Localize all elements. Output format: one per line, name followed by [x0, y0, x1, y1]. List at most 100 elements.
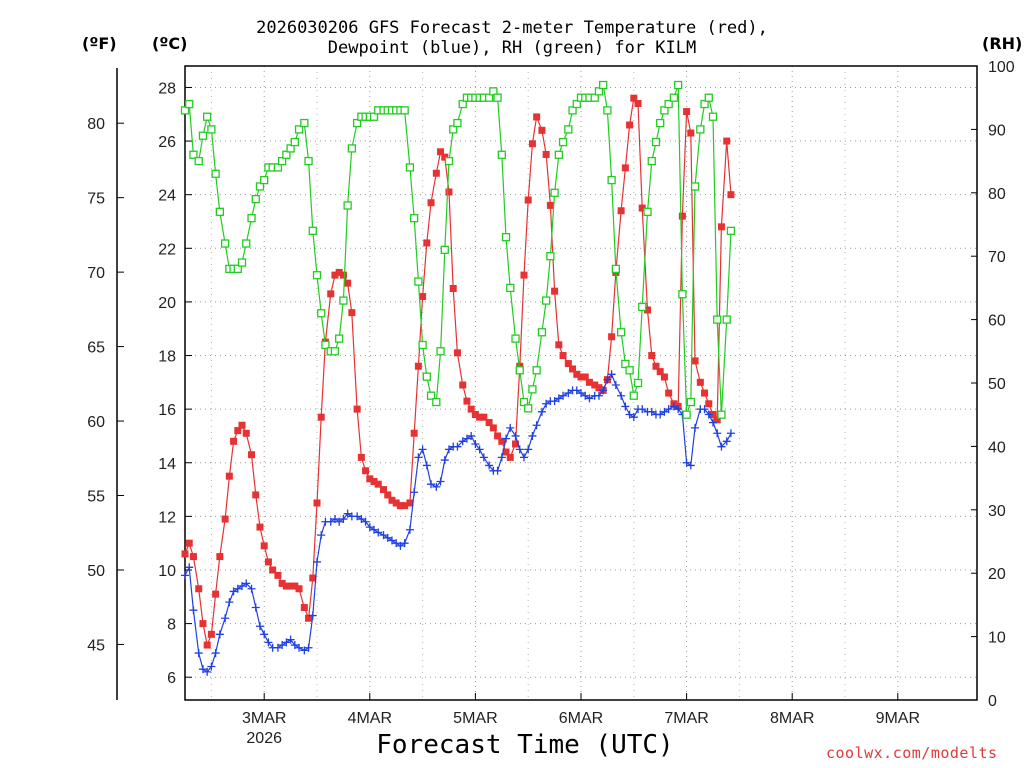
data-point-dewpoint — [660, 407, 669, 416]
data-point-temperature — [546, 201, 554, 209]
data-point-dewpoint — [564, 389, 573, 398]
data-point-temperature — [348, 309, 356, 317]
data-point-rh — [286, 144, 295, 153]
data-point-temperature — [542, 150, 550, 158]
data-point-dewpoint — [207, 662, 216, 671]
data-point-rh — [603, 106, 612, 115]
rh-tick-label: 30 — [988, 503, 1006, 520]
data-point-dewpoint — [181, 571, 189, 580]
data-point-rh — [594, 87, 604, 96]
data-point-temperature — [419, 293, 427, 301]
data-point-temperature — [638, 204, 646, 212]
data-point-temperature — [230, 437, 238, 445]
data-point-dewpoint — [577, 389, 585, 398]
data-point-rh — [726, 226, 736, 235]
data-point-rh — [647, 156, 656, 166]
data-point-temperature — [564, 360, 572, 368]
data-point-rh — [247, 214, 256, 223]
x-tick-label: 8MAR — [770, 710, 814, 727]
data-point-rh — [511, 334, 520, 343]
series-line-rh — [184, 83, 732, 415]
celsius-tick-label: 18 — [158, 349, 176, 366]
data-point-temperature — [401, 502, 409, 510]
data-point-temperature — [327, 290, 335, 298]
data-point-rh — [260, 175, 269, 185]
data-point-dewpoint — [247, 584, 256, 593]
data-point-dewpoint — [225, 598, 234, 607]
data-point-dewpoint — [709, 418, 717, 427]
data-point-temperature — [591, 381, 599, 389]
data-point-temperature — [687, 129, 695, 137]
data-point-temperature — [644, 306, 652, 314]
data-point-rh — [410, 214, 419, 223]
data-point-rh — [300, 118, 309, 128]
data-point-dewpoint — [264, 638, 273, 647]
data-point-temperature — [353, 405, 361, 413]
data-point-rh — [554, 150, 563, 159]
data-point-dewpoint — [532, 421, 541, 430]
data-point-temperature — [453, 349, 461, 357]
data-point-dewpoint — [717, 442, 726, 451]
data-point-rh — [633, 378, 643, 388]
data-point-dewpoint — [471, 439, 480, 448]
data-point-rh — [678, 290, 687, 299]
data-point-temperature — [264, 558, 272, 566]
data-point-dewpoint — [691, 423, 700, 432]
data-point-rh — [189, 150, 198, 159]
data-point-temperature — [295, 585, 303, 593]
data-point-dewpoint — [436, 477, 445, 486]
rh-tick-label: 40 — [988, 439, 1006, 456]
data-point-temperature — [463, 397, 471, 405]
data-point-temperature — [727, 191, 735, 199]
data-point-rh — [700, 99, 709, 109]
rh-tick-label: 60 — [988, 313, 1006, 330]
data-point-dewpoint — [317, 531, 326, 540]
data-point-rh — [519, 397, 529, 407]
data-point-rh — [515, 366, 524, 375]
data-point-dewpoint — [511, 431, 520, 440]
data-point-rh — [444, 156, 454, 166]
data-point-temperature — [498, 437, 506, 445]
data-point-temperature — [216, 553, 224, 561]
data-point-temperature — [502, 448, 510, 456]
data-point-dewpoint — [286, 635, 295, 644]
data-point-rh — [656, 118, 665, 128]
data-point-dewpoint — [260, 630, 269, 639]
data-point-temperature — [370, 478, 378, 486]
data-point-dewpoint — [304, 643, 313, 652]
data-point-dewpoint — [559, 391, 568, 400]
data-point-rh — [484, 93, 494, 102]
data-point-rh — [237, 258, 247, 267]
data-point-rh — [607, 175, 616, 185]
data-point-dewpoint — [440, 456, 449, 465]
data-point-dewpoint — [185, 563, 194, 572]
data-point-dewpoint — [585, 394, 594, 403]
data-point-temperature — [696, 378, 704, 386]
x-tick-label: 4MAR — [348, 710, 392, 727]
data-point-temperature — [252, 491, 260, 499]
data-point-rh — [550, 188, 559, 197]
data-point-dewpoint — [611, 381, 620, 390]
fahrenheit-tick-label: 60 — [87, 414, 105, 431]
data-point-rh — [418, 340, 427, 350]
data-point-dewpoint — [537, 407, 546, 416]
data-point-temperature — [648, 352, 656, 360]
data-point-temperature — [634, 100, 642, 108]
data-point-dewpoint — [506, 423, 515, 432]
rh-tick-label: 0 — [988, 693, 997, 710]
data-point-temperature — [705, 400, 713, 408]
data-point-temperature — [357, 453, 365, 461]
data-point-dewpoint — [669, 402, 678, 411]
data-point-temperature — [185, 539, 193, 547]
data-point-rh — [282, 150, 291, 159]
data-point-rh — [400, 106, 409, 115]
credit-text: coolwx.com/modelts — [826, 744, 998, 762]
data-point-temperature — [344, 279, 352, 287]
data-point-temperature — [683, 108, 691, 116]
data-point-temperature — [221, 515, 229, 523]
data-point-dewpoint — [221, 614, 230, 623]
data-point-temperature — [339, 271, 347, 279]
fahrenheit-tick-label: 65 — [87, 340, 105, 357]
fahrenheit-tick-label: 50 — [87, 563, 105, 580]
data-point-temperature — [199, 620, 207, 628]
